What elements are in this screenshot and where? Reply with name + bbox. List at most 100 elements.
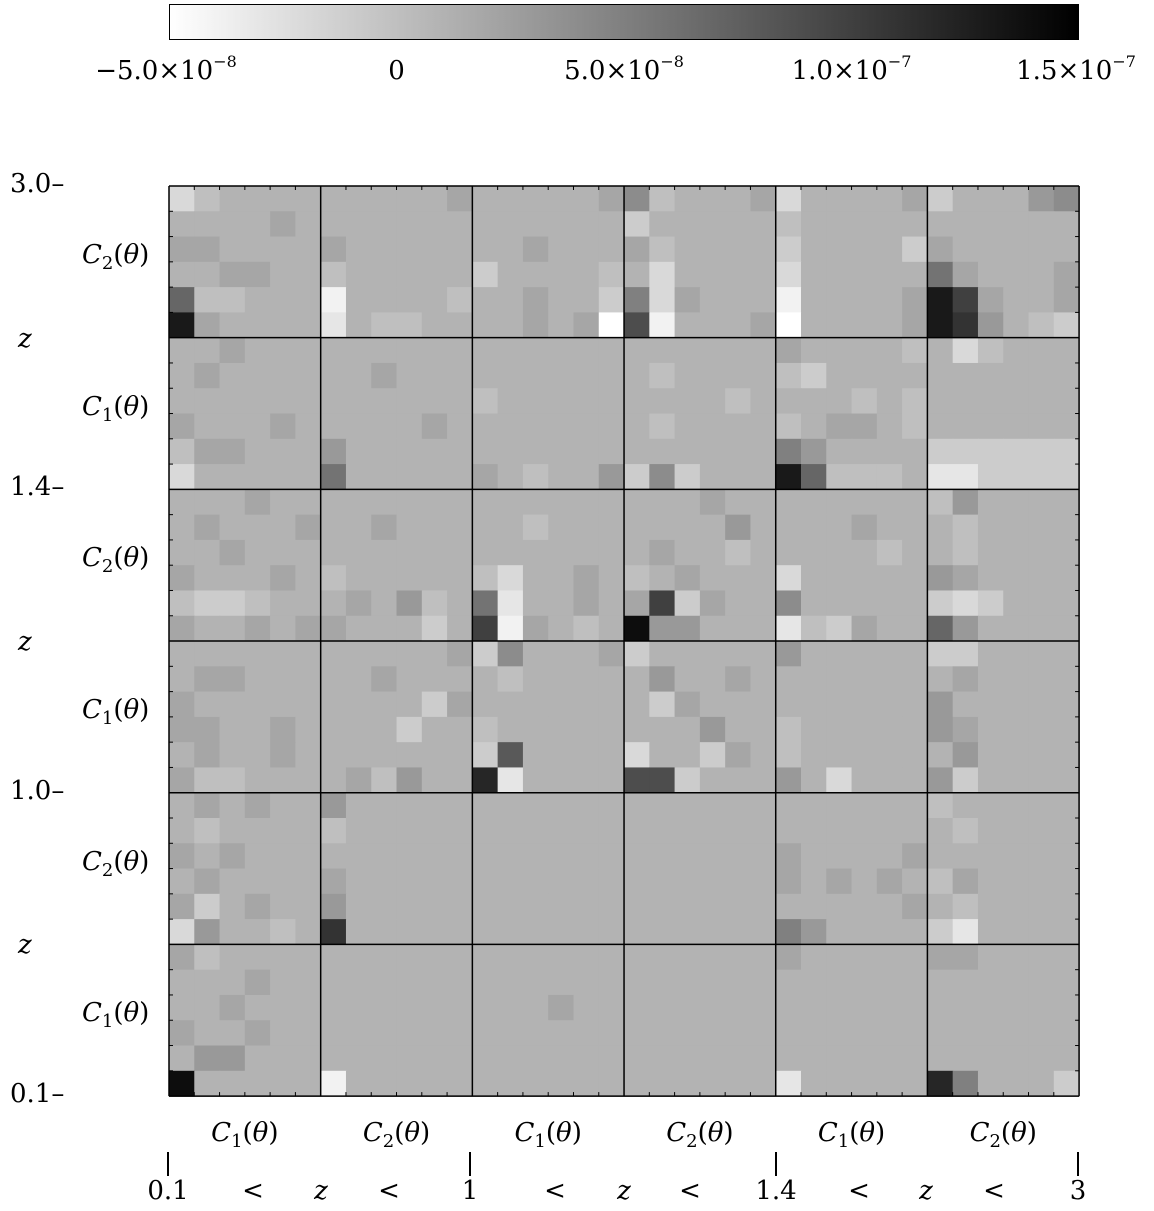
heatmap-cell (902, 186, 928, 212)
heatmap-cell (295, 716, 322, 743)
heatmap-cell (194, 489, 221, 516)
heatmap-cell (1053, 261, 1080, 288)
heatmap-cell (345, 716, 372, 743)
heatmap-cell (977, 590, 1004, 617)
heatmap-cell (573, 438, 600, 465)
z-range-operator: < (848, 1176, 870, 1206)
heatmap-cell (472, 539, 499, 566)
heatmap-cell (371, 742, 398, 769)
heatmap-cell (497, 944, 524, 971)
heatmap-cell (320, 211, 347, 238)
heatmap-cell (851, 969, 878, 996)
heatmap-cell (775, 615, 802, 642)
row-block-label-text: C2(θ) (82, 239, 150, 274)
heatmap-cell (649, 893, 676, 920)
heatmap-cell (775, 843, 802, 870)
heatmap-cell (270, 969, 296, 996)
heatmap-cell (826, 514, 853, 541)
heatmap-cell (851, 590, 878, 617)
heatmap-cell (902, 312, 928, 339)
heatmap-cell (801, 691, 827, 718)
heatmap-cell (927, 236, 954, 263)
heatmap-cell (421, 767, 448, 794)
heatmap-cell (1003, 969, 1030, 996)
heatmap-cell (598, 287, 625, 313)
heatmap-cell (244, 742, 271, 769)
heatmap-cell (270, 1020, 296, 1047)
heatmap-cell (775, 969, 802, 996)
heatmap-cell (472, 287, 499, 313)
heatmap-cell (244, 489, 271, 516)
heatmap-cell (548, 388, 575, 415)
heatmap-cell (1053, 514, 1080, 541)
heatmap-cell (396, 565, 423, 592)
heatmap-cell (624, 868, 650, 895)
heatmap-cell (295, 287, 322, 313)
heatmap-cell (725, 843, 752, 870)
heatmap-cell (902, 716, 928, 743)
heatmap-cell (295, 514, 322, 541)
heatmap-cell (851, 843, 878, 870)
heatmap-cell (876, 186, 903, 212)
heatmap-cell (1028, 868, 1055, 895)
heatmap-cell (573, 843, 600, 870)
heatmap-cell (447, 388, 473, 415)
heatmap-cell (345, 843, 372, 870)
heatmap-cell (472, 489, 499, 516)
heatmap-cell (396, 843, 423, 870)
heatmap-cell (977, 464, 1004, 490)
heatmap-cell (447, 944, 473, 971)
heatmap-cell (396, 539, 423, 566)
heatmap-cell (876, 514, 903, 541)
column-block-label-text: C1(θ) (211, 1118, 279, 1152)
heatmap-cell (775, 1020, 802, 1047)
heatmap-cell (169, 1045, 195, 1072)
heatmap-cell (522, 742, 549, 769)
heatmap-cell (1003, 994, 1030, 1021)
heatmap-cell (750, 792, 777, 819)
heatmap-cell (902, 969, 928, 996)
heatmap-cell (674, 818, 701, 844)
heatmap-cell (977, 1020, 1004, 1047)
heatmap-cell (598, 590, 625, 617)
heatmap-cell (1003, 565, 1030, 592)
heatmap-cell (977, 489, 1004, 516)
heatmap-cell (674, 438, 701, 465)
row-block-label: C1(θ) (82, 695, 149, 729)
heatmap-cell (775, 261, 802, 288)
heatmap-cell (497, 691, 524, 718)
heatmap-cell (674, 792, 701, 819)
heatmap-cell (522, 691, 549, 718)
heatmap-cell (421, 514, 448, 541)
heatmap-cell (1053, 565, 1080, 592)
heatmap-cell (371, 641, 398, 667)
heatmap-cell (573, 261, 600, 288)
heatmap-cell (674, 539, 701, 566)
heatmap-cell (219, 236, 246, 263)
heatmap-cell (775, 186, 802, 212)
heatmap-cell (750, 287, 777, 313)
heatmap-cell (775, 893, 802, 920)
colorbar-tick-label: 5.0×10−8 (564, 52, 684, 86)
heatmap-cell (952, 236, 979, 263)
heatmap-cell (725, 666, 752, 693)
heatmap-cell (750, 514, 777, 541)
heatmap-cell (421, 994, 448, 1021)
heatmap-cell (244, 666, 271, 693)
heatmap-cell (902, 261, 928, 288)
heatmap-cell (169, 186, 195, 212)
heatmap-cell (598, 1020, 625, 1047)
heatmap-cell (801, 413, 827, 440)
heatmap-cell (320, 287, 347, 313)
heatmap-cell (725, 1070, 752, 1097)
heatmap-cell (548, 186, 575, 212)
heatmap-cell (598, 666, 625, 693)
heatmap-cell (775, 236, 802, 263)
heatmap-cell (320, 489, 347, 516)
heatmap-cell (801, 337, 827, 364)
heatmap-cell (371, 919, 398, 945)
heatmap-cell (548, 944, 575, 971)
heatmap-cell (472, 691, 499, 718)
heatmap-cell (801, 1020, 827, 1047)
heatmap-cell (219, 312, 246, 339)
